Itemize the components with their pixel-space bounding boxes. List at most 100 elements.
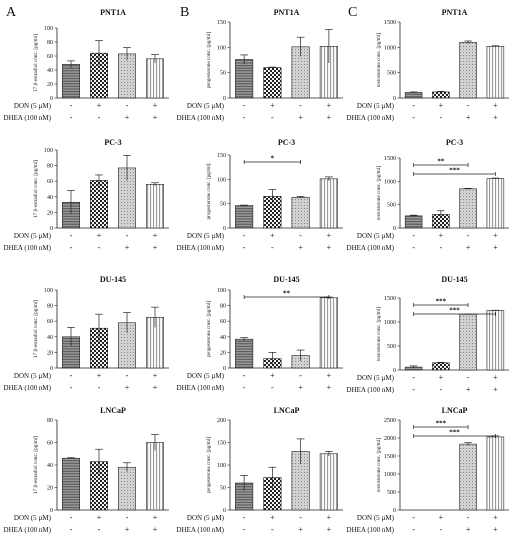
chart-b-lncap: LNCaP 0 50 100 150 200 progesterone conc. [pg/… bbox=[177, 406, 343, 534]
panel-letter-c: C bbox=[348, 5, 357, 20]
bar bbox=[319, 453, 338, 511]
chart-title: PC-3 bbox=[104, 138, 121, 147]
treatment-mark: + bbox=[125, 383, 130, 392]
treatment-mark: - bbox=[271, 383, 274, 392]
y-axis-label: progesterone conc. [pg/ml] bbox=[206, 163, 212, 219]
y-tick-label: 60 bbox=[47, 441, 53, 447]
chart-b-du-145: DU-145 0 20 40 60 80 100 progesterone conc. [pg… bbox=[177, 275, 343, 392]
don-row-label: DON (5 µM) bbox=[187, 372, 225, 380]
treatment-mark: + bbox=[153, 113, 158, 122]
bar bbox=[486, 46, 505, 99]
y-tick-label: 150 bbox=[217, 441, 226, 447]
treatment-mark: + bbox=[493, 101, 498, 110]
treatment-mark: + bbox=[327, 231, 332, 240]
y-tick-label: 80 bbox=[47, 304, 53, 310]
treatment-mark: - bbox=[70, 231, 73, 240]
y-tick-label: 50 bbox=[220, 71, 226, 77]
treatment-mark: - bbox=[299, 231, 302, 240]
treatment-mark: + bbox=[125, 525, 130, 534]
y-tick-label: 1500 bbox=[384, 296, 396, 302]
bar bbox=[235, 205, 254, 229]
y-tick-label: 100 bbox=[217, 463, 226, 469]
treatment-mark: - bbox=[98, 243, 101, 252]
y-tick-label: 0 bbox=[223, 366, 226, 372]
treatment-mark: - bbox=[299, 513, 302, 522]
bar bbox=[235, 59, 254, 99]
treatment-mark: + bbox=[493, 525, 498, 534]
y-tick-label: 0 bbox=[393, 96, 396, 102]
y-tick-label: 0 bbox=[393, 226, 396, 232]
bar bbox=[486, 178, 505, 229]
y-tick-label: 500 bbox=[387, 490, 396, 496]
significance-label: *** bbox=[436, 420, 447, 428]
treatment-mark: - bbox=[70, 243, 73, 252]
y-tick-label: 0 bbox=[50, 508, 53, 514]
treatment-mark: + bbox=[327, 371, 332, 380]
treatment-mark: - bbox=[243, 113, 246, 122]
chart-a-pnt1a: PNT1A 0 20 40 60 80 100 17 β-estradiol conc. [p… bbox=[4, 8, 169, 122]
y-tick-label: 100 bbox=[217, 45, 226, 51]
treatment-mark: + bbox=[466, 525, 471, 534]
y-tick-label: 100 bbox=[217, 177, 226, 183]
treatment-mark: + bbox=[97, 101, 102, 110]
treatment-mark: + bbox=[466, 243, 471, 252]
y-tick-label: 1000 bbox=[384, 45, 396, 51]
y-tick-label: 100 bbox=[44, 148, 53, 154]
y-axis-label: testosterone conc. [pg/ml] bbox=[376, 33, 382, 87]
bar bbox=[319, 297, 338, 369]
bar bbox=[486, 436, 505, 511]
treatment-mark: + bbox=[153, 525, 158, 534]
y-tick-label: 100 bbox=[44, 288, 53, 294]
y-axis-label: 17 β-estradiol conc. [pg/ml] bbox=[33, 160, 39, 218]
treatment-mark: + bbox=[327, 513, 332, 522]
bar bbox=[291, 197, 310, 229]
treatment-mark: + bbox=[125, 113, 130, 122]
bar bbox=[62, 64, 80, 99]
treatment-mark: + bbox=[493, 243, 498, 252]
dhea-row-label: DHEA (100 nM) bbox=[347, 526, 395, 534]
dhea-row-label: DHEA (100 nM) bbox=[4, 384, 52, 392]
bar bbox=[90, 180, 108, 229]
y-tick-label: 1500 bbox=[384, 156, 396, 162]
dhea-row-label: DHEA (100 nM) bbox=[4, 114, 52, 122]
treatment-mark: - bbox=[243, 513, 246, 522]
treatment-mark: + bbox=[153, 371, 158, 380]
y-tick-label: 40 bbox=[47, 68, 53, 74]
y-tick-label: 40 bbox=[220, 335, 226, 341]
y-tick-label: 500 bbox=[387, 203, 396, 209]
dhea-row-label: DHEA (100 nM) bbox=[347, 386, 395, 394]
treatment-mark: - bbox=[70, 101, 73, 110]
treatment-mark: - bbox=[440, 525, 443, 534]
y-tick-label: 150 bbox=[217, 153, 226, 159]
treatment-mark: - bbox=[243, 371, 246, 380]
y-tick-label: 40 bbox=[47, 195, 53, 201]
y-tick-label: 80 bbox=[47, 40, 53, 46]
treatment-mark: - bbox=[126, 513, 129, 522]
treatment-mark: - bbox=[243, 101, 246, 110]
y-axis-label: 17 β-estradiol conc. [pg/ml] bbox=[33, 436, 39, 494]
don-row-label: DON (5 µM) bbox=[14, 514, 52, 522]
bar bbox=[146, 58, 164, 99]
y-tick-label: 1500 bbox=[384, 454, 396, 460]
treatment-mark: - bbox=[440, 385, 443, 394]
treatment-mark: - bbox=[70, 525, 73, 534]
treatment-mark: + bbox=[466, 385, 471, 394]
chart-a-du-145: DU-145 0 20 40 60 80 100 17 β-estradiol conc. [… bbox=[4, 275, 169, 392]
treatment-mark: + bbox=[493, 385, 498, 394]
y-tick-label: 1500 bbox=[384, 20, 396, 26]
don-row-label: DON (5 µM) bbox=[187, 232, 225, 240]
y-tick-label: 80 bbox=[220, 304, 226, 310]
chart-title: LNCaP bbox=[274, 406, 300, 415]
treatment-mark: - bbox=[412, 101, 415, 110]
bar bbox=[118, 466, 136, 511]
chart-title: PNT1A bbox=[100, 8, 126, 17]
treatment-mark: + bbox=[439, 101, 444, 110]
treatment-mark: - bbox=[440, 243, 443, 252]
treatment-mark: + bbox=[153, 101, 158, 110]
bar bbox=[263, 67, 282, 99]
y-tick-label: 20 bbox=[47, 350, 53, 356]
y-tick-label: 100 bbox=[217, 288, 226, 294]
treatment-mark: + bbox=[327, 101, 332, 110]
treatment-mark: - bbox=[271, 525, 274, 534]
